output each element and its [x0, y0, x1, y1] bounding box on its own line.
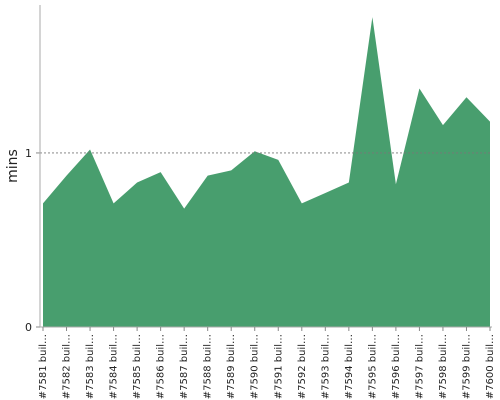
x-tick-label: #7586 buil…	[156, 334, 167, 399]
x-tick-label: #7581 buil…	[38, 334, 49, 399]
y-tick-label: 0	[25, 321, 32, 334]
y-axis-label: mins	[5, 149, 21, 183]
x-tick-label: #7596 buil…	[391, 334, 402, 399]
area	[43, 17, 490, 328]
x-tick-label: #7599 buil…	[461, 334, 472, 399]
x-tick-label: #7592 buil…	[297, 334, 308, 399]
x-tick-label: #7584 buil…	[109, 334, 120, 399]
x-tick-label: #7582 buil…	[62, 334, 73, 399]
x-tick-label: #7587 buil…	[179, 334, 190, 399]
x-tick-label: #7597 buil…	[414, 334, 425, 399]
y-tick-label: 1	[25, 147, 32, 160]
x-tick-label: #7590 buil…	[250, 334, 261, 399]
x-tick-label: #7593 buil…	[320, 334, 331, 399]
x-tick-label: #7588 buil…	[203, 334, 214, 399]
x-tick-label: #7583 buil…	[85, 334, 96, 399]
x-tick-label: #7589 buil…	[226, 334, 237, 399]
x-tick-label: #7591 buil…	[273, 334, 284, 399]
x-tick-label: #7595 buil…	[367, 334, 378, 399]
x-tick-label: #7600 buil…	[485, 334, 496, 399]
x-tick-label: #7594 buil…	[344, 334, 355, 399]
x-tick-label: #7585 buil…	[132, 334, 143, 399]
x-tick-label: #7598 buil…	[438, 334, 449, 399]
